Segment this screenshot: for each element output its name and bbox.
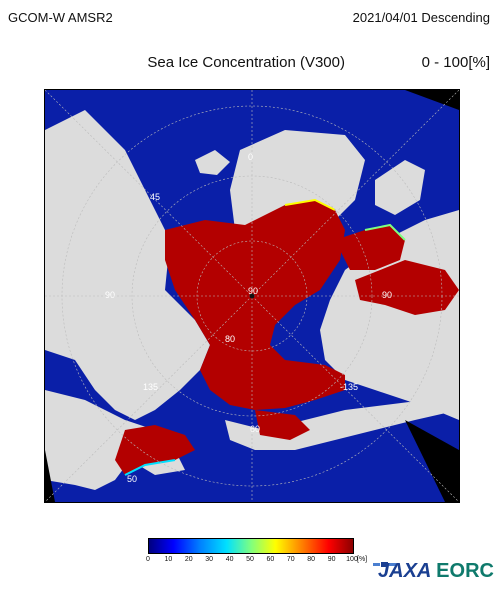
grid-label-lat-50: 50 [127, 474, 137, 484]
grid-label-pole: 90 [248, 286, 258, 296]
colorbar-tick-0: 0 [146, 556, 150, 563]
nodata-bottom-right [405, 420, 459, 502]
grid-label-90e: 90 [382, 290, 392, 300]
jaxa-logo-text: JAXA [378, 560, 431, 582]
satellite-icon [373, 562, 396, 567]
colorbar-tick-20: 20 [184, 556, 193, 563]
north-pole-marker [249, 293, 255, 299]
colorbar-unit: [%] [357, 556, 368, 563]
colorbar-tick-50: 50 [246, 556, 254, 563]
grid-label-0: 0 [248, 152, 253, 162]
colorbar-tick-60: 60 [266, 556, 275, 563]
date-label: 2021/04/01 Descending [352, 10, 490, 25]
grid-label-90w: 90 [105, 290, 115, 300]
colorbar [148, 538, 354, 554]
land-scandinavia [375, 160, 425, 215]
eorc-logo-text: EORC [436, 560, 494, 582]
satellite-body [381, 562, 388, 567]
land-eurasia [320, 210, 459, 420]
ice-east-siberian [355, 260, 459, 315]
jaxa-eorc-logo: JAXA EORC [378, 560, 494, 583]
satellite-panel-right [389, 563, 396, 566]
grid-label-45: 45 [150, 192, 160, 202]
satellite-label: GCOM-W AMSR2 [8, 10, 113, 25]
nodata-wedges [45, 90, 459, 502]
grid-label-135: 135 [143, 382, 158, 392]
map-svg: 0 45 90 90 135 -135 90 80 60 50 [45, 90, 459, 502]
sea-ice-map: 0 45 90 90 135 -135 90 80 60 50 [44, 89, 460, 503]
value-range: 0 - 100[%] [421, 54, 490, 71]
nodata-top-right [405, 90, 459, 110]
ice-kara-barents [335, 225, 405, 270]
grid-label-lat-60: 60 [250, 424, 260, 434]
satellite-panel-left [373, 563, 380, 566]
colorbar-tick-40: 40 [225, 556, 234, 563]
grid-label-neg135: -135 [340, 382, 358, 392]
nodata-bottom-left [45, 450, 55, 502]
colorbar-tick-90: 90 [327, 556, 336, 563]
land-iceland [195, 150, 230, 175]
map-title: Sea Ice Concentration (V300) [147, 54, 345, 71]
ice-arctic-basin [165, 200, 345, 410]
sea-ice [115, 200, 459, 475]
colorbar-tick-100: 100 [346, 556, 358, 563]
colorbar-tick-80: 80 [307, 556, 316, 563]
land-north-america [45, 110, 210, 420]
ice-edge-atlantic [284, 198, 336, 211]
ice-edge-okhotsk [124, 459, 176, 476]
ice-okhotsk [115, 425, 195, 475]
colorbar-tick-70: 70 [286, 556, 295, 563]
colorbar-tick-10: 10 [164, 556, 173, 563]
colorbar-tick-30: 30 [205, 556, 214, 563]
grid-label-lat-80: 80 [225, 334, 235, 344]
ice-edge-barents [364, 223, 406, 241]
ice-edge [124, 198, 406, 476]
ice-bering [255, 410, 310, 440]
